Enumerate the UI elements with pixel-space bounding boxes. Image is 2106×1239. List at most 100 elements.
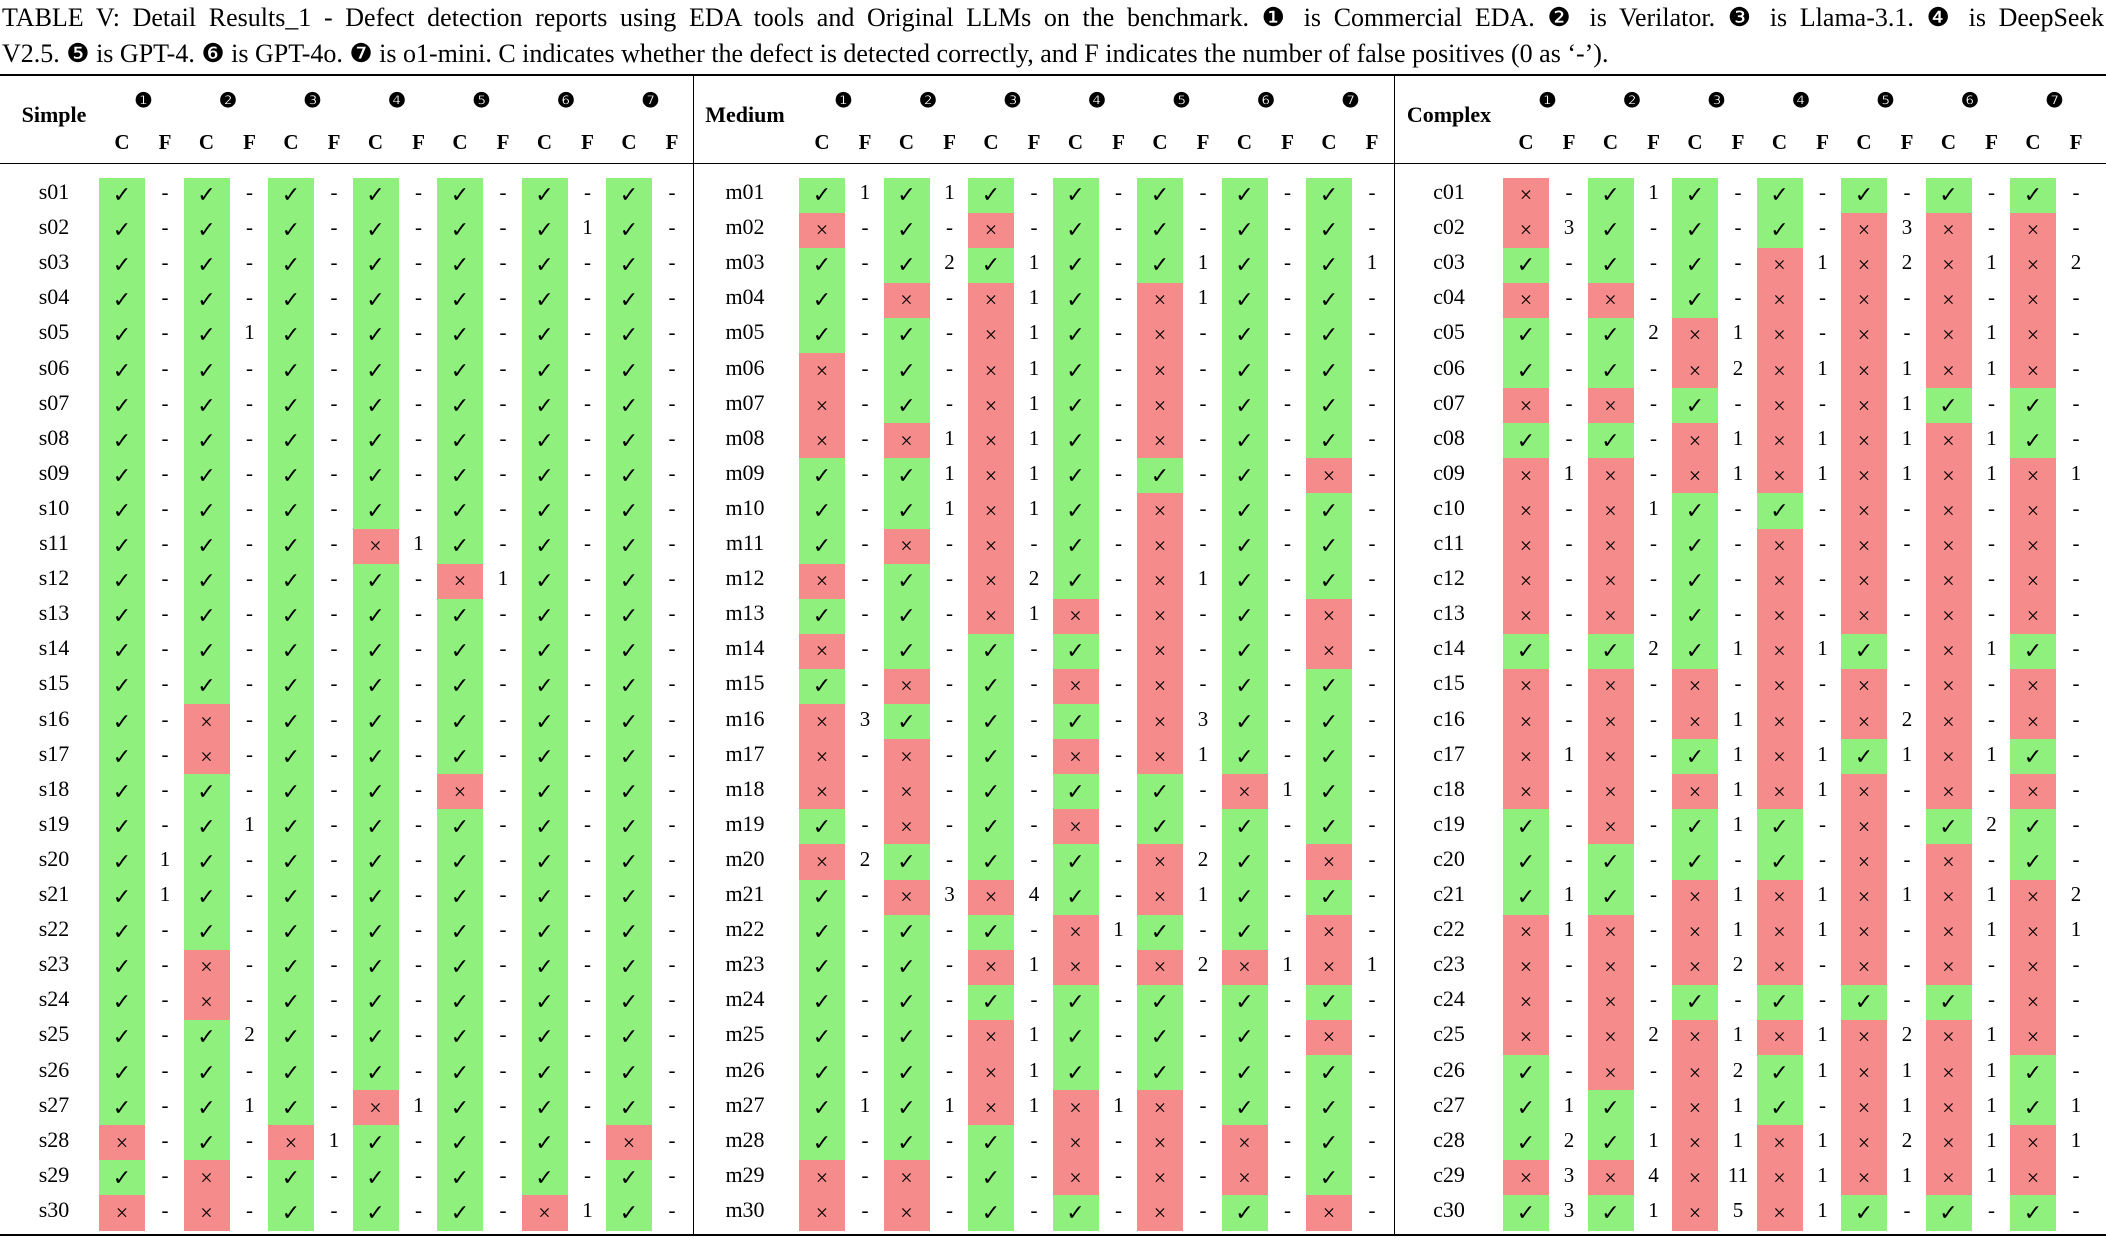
cell-c10-model-7-f: - — [2072, 495, 2080, 520]
cell-m12-model-3-c: × — [968, 563, 1014, 599]
row-label-s08: s08 — [38, 424, 70, 450]
cell-c25-model-7-f: - — [2072, 1022, 2080, 1047]
cell-c25-model-3-c: × — [1672, 1019, 1718, 1056]
cell-m09-model-1-c: ✓ — [799, 458, 845, 494]
cell-c07-model-7-c: ✓ — [2010, 388, 2056, 424]
medium-model-1-mark: ❶ — [834, 90, 853, 112]
cell-s18-model-4-c: ✓ — [352, 774, 399, 810]
cell-m09-model-6-f: - — [1284, 460, 1291, 485]
cell-c22-model-7-c: × — [2010, 914, 2056, 950]
cell-s25-model-2-c: ✓ — [183, 1019, 230, 1056]
cell-s30-model-5-f: - — [499, 1197, 507, 1222]
cell-m30-model-7-c: × — [1306, 1195, 1352, 1231]
cell-s12-model-4-f: - — [415, 566, 422, 591]
simple-model-5-mark: ❺ — [472, 90, 491, 112]
cell-s19-model-5-c: ✓ — [437, 809, 483, 845]
cell-m13-model-6-c: ✓ — [1221, 598, 1268, 634]
cell-c27-model-5-c: × — [1841, 1090, 1887, 1126]
row-label-c04: c04 — [1433, 284, 1465, 310]
cell-s03-model-5-f: - — [499, 250, 507, 275]
cell-s06-model-2-f: - — [246, 355, 253, 380]
cell-m27-model-6-c: ✓ — [1221, 1090, 1268, 1126]
cell-c03-model-6-f: 1 — [1986, 250, 1997, 275]
cell-m28-model-6-f: - — [1284, 1127, 1291, 1152]
cell-s15-model-5-f: - — [499, 671, 507, 696]
cell-c21-model-5-c: × — [1841, 879, 1887, 915]
cell-c07-model-6-c: ✓ — [1925, 388, 1972, 424]
cell-m02-model-5-c: ✓ — [1137, 212, 1183, 248]
cell-m15-model-5-f: - — [1199, 671, 1207, 696]
complex-model-4-c-header: C — [1771, 130, 1788, 154]
cell-s20-model-1-c: ✓ — [99, 844, 145, 880]
cell-c16-model-5-c: × — [1841, 704, 1887, 740]
cell-m23-model-5-f: 2 — [1197, 952, 1209, 977]
cell-s16-model-1-f: - — [161, 706, 169, 731]
cell-m06-model-6-c: ✓ — [1221, 353, 1268, 389]
cell-m24-model-3-c: ✓ — [968, 984, 1014, 1020]
cell-m19-model-4-f: - — [1115, 811, 1122, 836]
cell-m19-model-6-f: - — [1284, 811, 1291, 836]
cell-c16-model-3-c: × — [1672, 704, 1718, 740]
cell-c07-model-7-f: - — [2072, 390, 2080, 415]
medium-model-2-c-header: C — [898, 130, 915, 154]
cell-s04-model-5-c: ✓ — [437, 282, 483, 318]
cell-m29-model-1-f: - — [861, 1162, 869, 1187]
cell-s27-model-4-f: 1 — [413, 1092, 424, 1117]
cell-s24-model-4-c: ✓ — [352, 984, 399, 1020]
cell-s23-model-2-f: - — [246, 952, 253, 977]
cell-c11-model-5-c: × — [1841, 528, 1887, 564]
cell-m30-model-5-c: × — [1137, 1195, 1183, 1231]
row-label-m30: m30 — [725, 1196, 765, 1222]
simple-model-2-f-header: F — [243, 130, 256, 154]
row-label-s11: s11 — [39, 530, 69, 555]
simple-model-4-f-header: F — [412, 130, 425, 154]
cell-s23-model-1-c: ✓ — [99, 949, 145, 985]
cell-c20-model-3-c: ✓ — [1672, 844, 1718, 880]
row-label-s04: s04 — [38, 284, 70, 310]
cell-c27-model-5-f: 1 — [1901, 1092, 1913, 1117]
cell-s17-model-3-f: - — [330, 741, 338, 766]
cell-c08-model-7-c: ✓ — [2010, 423, 2056, 459]
cell-s19-model-1-c: ✓ — [99, 809, 145, 845]
cell-s29-model-4-f: - — [415, 1162, 422, 1187]
cell-s13-model-7-c: ✓ — [606, 598, 652, 634]
cell-m15-model-6-c: ✓ — [1221, 668, 1268, 705]
cell-s13-model-3-c: ✓ — [268, 598, 314, 634]
cell-c04-model-2-c: × — [1587, 282, 1634, 318]
cell-c17-model-2-f: - — [1650, 741, 1657, 766]
cell-m27-model-4-f: 1 — [1113, 1092, 1124, 1117]
cell-s30-model-7-c: ✓ — [606, 1195, 652, 1231]
cell-s03-model-1-f: - — [161, 250, 169, 275]
cell-c03-model-3-c: ✓ — [1672, 247, 1718, 283]
cell-s07-model-2-f: - — [246, 390, 253, 415]
cell-c12-model-5-f: - — [1903, 566, 1911, 591]
cell-m06-model-2-c: ✓ — [883, 353, 930, 389]
complex-model-4-f-header: F — [1816, 130, 1829, 154]
row-label-s14: s14 — [38, 635, 70, 661]
cell-m07-model-4-c: ✓ — [1052, 388, 1099, 424]
cell-c04-model-1-f: - — [1565, 285, 1573, 310]
cell-s21-model-2-f: - — [246, 882, 253, 906]
cell-s29-model-1-f: - — [161, 1162, 169, 1187]
cell-s02-model-4-f: - — [415, 215, 422, 240]
cell-s14-model-1-f: - — [161, 636, 169, 661]
cell-c27-model-1-c: ✓ — [1503, 1090, 1549, 1126]
cell-m18-model-7-c: ✓ — [1306, 774, 1352, 810]
cell-c15-model-6-f: - — [1988, 671, 1995, 696]
row-label-c25: c25 — [1433, 1021, 1465, 1047]
cell-m02-model-1-f: - — [861, 215, 869, 240]
cell-c05-model-2-f: 2 — [1648, 320, 1659, 345]
cell-c16-model-7-c: × — [2010, 704, 2056, 740]
cell-c09-model-2-c: × — [1587, 458, 1634, 494]
cell-m14-model-4-c: ✓ — [1052, 633, 1099, 669]
row-label-c30: c30 — [1433, 1196, 1465, 1222]
cell-s02-model-5-f: - — [499, 215, 507, 240]
cell-m22-model-3-f: - — [1030, 917, 1038, 942]
cell-s10-model-7-c: ✓ — [606, 493, 652, 529]
cell-c25-model-1-f: - — [1565, 1022, 1573, 1047]
table-caption: TABLE V: Detail Results_1 - Defect detec… — [0, 0, 2106, 72]
cell-m14-model-4-f: - — [1115, 636, 1122, 661]
cell-c07-model-2-f: - — [1650, 390, 1657, 415]
cell-m11-model-1-c: ✓ — [799, 528, 845, 564]
complex-model-6-mark: ❻ — [1961, 90, 1979, 112]
